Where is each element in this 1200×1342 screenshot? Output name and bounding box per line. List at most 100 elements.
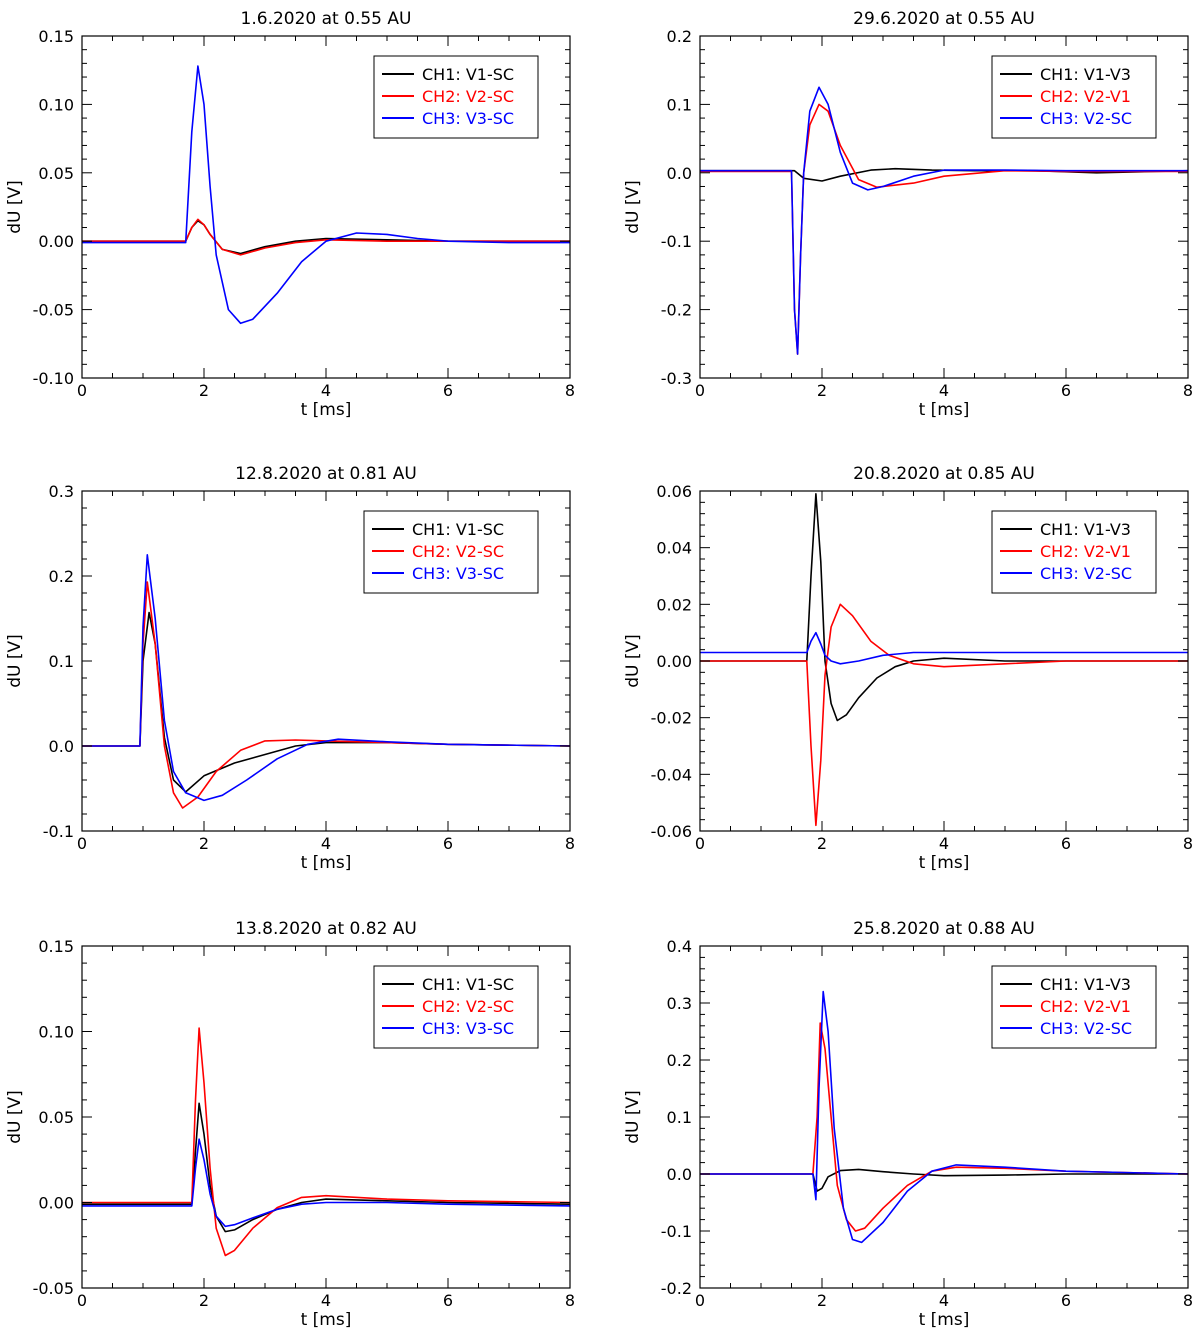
- x-tick-label: 2: [199, 834, 209, 853]
- legend: CH1: V1-SC CH2: V2-SC CH3: V3-SC: [373, 55, 539, 139]
- y-tick-label: -0.10: [33, 369, 74, 388]
- y-axis-label: dU [V]: [623, 180, 643, 234]
- series-line-ch1: [700, 1168, 1188, 1192]
- chart-panel-4: 20.8.2020 at 0.85 AU 0 2 4 6 8 -0.06 -0.04 -0.02…: [623, 464, 1193, 873]
- x-tick-label: 2: [817, 834, 827, 853]
- y-tick-label: 0.1: [667, 1108, 692, 1127]
- y-tick-label: 0.2: [667, 27, 692, 46]
- legend: CH1: V1-V3 CH2: V2-V1 CH3: V2-SC: [991, 510, 1157, 594]
- legend-label-ch1: CH1: V1-SC: [422, 65, 514, 84]
- y-tick-label: 0.00: [656, 652, 692, 671]
- y-tick-label: 0.1: [49, 652, 74, 671]
- x-tick-label: 4: [939, 1291, 949, 1310]
- x-tick-label: 0: [695, 834, 705, 853]
- x-axis-label: t [ms]: [301, 853, 352, 873]
- series-line-ch3: [82, 553, 570, 802]
- series-line-ch3: [700, 86, 1188, 355]
- legend: CH1: V1-V3 CH2: V2-V1 CH3: V2-SC: [991, 55, 1157, 139]
- x-tick-label: 4: [321, 834, 331, 853]
- chart-panel-5: 13.8.2020 at 0.82 AU 0 2 4 6 8 -0.05 0.00 0.05 0.…: [5, 919, 575, 1330]
- x-tick-label: 8: [1183, 1291, 1193, 1310]
- series-line-ch3: [82, 65, 570, 325]
- chart-title: 12.8.2020 at 0.81 AU: [235, 464, 417, 484]
- plot-frame: [699, 490, 1189, 832]
- y-axis-label: dU [V]: [5, 180, 25, 234]
- x-tick-label: 8: [565, 1291, 575, 1310]
- y-tick-label: -0.1: [661, 1222, 692, 1241]
- x-tick-label: 8: [565, 381, 575, 400]
- legend-label-ch2: CH2: V2-V1: [1040, 997, 1131, 1016]
- y-tick-label: 0.00: [38, 232, 74, 251]
- series-line-ch2: [700, 103, 1188, 355]
- x-tick-label: 8: [1183, 381, 1193, 400]
- y-tick-label: 0.15: [38, 27, 74, 46]
- legend-label-ch2: CH2: V2-V1: [1040, 542, 1131, 561]
- series-line-ch2: [82, 1027, 570, 1257]
- y-tick-label: 0.0: [667, 1165, 692, 1184]
- x-tick-label: 4: [321, 381, 331, 400]
- x-tick-label: 6: [443, 381, 453, 400]
- y-tick-label: -0.1: [661, 232, 692, 251]
- y-tick-label: 0.1: [667, 95, 692, 114]
- series-line-ch2: [700, 1022, 1188, 1232]
- y-tick-label: 0.4: [667, 937, 692, 956]
- chart-title: 25.8.2020 at 0.88 AU: [853, 919, 1035, 939]
- x-tick-label: 6: [443, 834, 453, 853]
- chart-panel-3: 12.8.2020 at 0.81 AU 0 2 4 6 8 -0.1 0.0 0.1 0.2 0.…: [5, 464, 575, 873]
- legend-label-ch2: CH2: V2-V1: [1040, 87, 1131, 106]
- series-line-ch1: [700, 492, 1188, 722]
- legend-label-ch3: CH3: V3-SC: [422, 109, 514, 128]
- y-tick-label: 0.10: [38, 1023, 74, 1042]
- series-line-ch1: [82, 1102, 570, 1233]
- x-tick-label: 0: [77, 834, 87, 853]
- legend-label-ch3: CH3: V2-SC: [1040, 109, 1132, 128]
- plot-frame: [81, 945, 571, 1289]
- x-tick-label: 8: [1183, 834, 1193, 853]
- series-line-ch3: [700, 631, 1188, 665]
- legend-label-ch2: CH2: V2-SC: [422, 87, 514, 106]
- y-tick-label: 0.00: [38, 1194, 74, 1213]
- y-tick-label: -0.05: [33, 301, 74, 320]
- y-tick-label: -0.05: [33, 1279, 74, 1298]
- y-tick-label: -0.2: [661, 301, 692, 320]
- legend-label-ch3: CH3: V3-SC: [422, 1019, 514, 1038]
- series-line-ch1: [82, 219, 570, 255]
- series-line-ch3: [700, 990, 1188, 1244]
- series-line-ch2: [82, 218, 570, 256]
- y-tick-label: 0.06: [656, 482, 692, 501]
- y-tick-label: -0.06: [651, 822, 692, 841]
- y-axis-label: dU [V]: [623, 634, 643, 688]
- y-tick-label: 0.3: [667, 994, 692, 1013]
- x-tick-label: 6: [1061, 381, 1071, 400]
- x-tick-label: 0: [695, 381, 705, 400]
- x-tick-label: 4: [321, 1291, 331, 1310]
- x-axis-label: t [ms]: [919, 1310, 970, 1330]
- y-tick-label: -0.02: [651, 709, 692, 728]
- y-tick-label: 0.10: [38, 95, 74, 114]
- chart-title: 13.8.2020 at 0.82 AU: [235, 919, 417, 939]
- y-tick-label: -0.04: [651, 765, 692, 784]
- y-tick-label: 0.02: [656, 595, 692, 614]
- series-line-ch2: [82, 581, 570, 809]
- legend-label-ch1: CH1: V1-V3: [1040, 975, 1131, 994]
- x-axis-label: t [ms]: [919, 400, 970, 420]
- plot-frame: [699, 945, 1189, 1289]
- x-axis-label: t [ms]: [301, 400, 352, 420]
- y-tick-label: 0.15: [38, 937, 74, 956]
- plot-frame: [81, 35, 571, 379]
- y-tick-label: 0.0: [667, 164, 692, 183]
- legend: CH1: V1-SC CH2: V2-SC CH3: V3-SC: [373, 965, 539, 1049]
- chart-panel-6: 25.8.2020 at 0.88 AU 0 2 4 6 8 -0.2 -0.1 0.0 0.1 0…: [623, 919, 1193, 1330]
- chart-panel-1: 1.6.2020 at 0.55 AU 0 2 4 6 8 -0.10 -0.05 0.00 0.…: [5, 9, 575, 420]
- chart-title: 20.8.2020 at 0.85 AU: [853, 464, 1035, 484]
- series-line-ch2: [700, 603, 1188, 827]
- x-tick-label: 6: [1061, 1291, 1071, 1310]
- legend-label-ch1: CH1: V1-V3: [1040, 65, 1131, 84]
- x-tick-label: 2: [199, 381, 209, 400]
- y-tick-label: 0.2: [49, 567, 74, 586]
- x-tick-label: 8: [565, 834, 575, 853]
- x-tick-label: 2: [199, 1291, 209, 1310]
- legend-label-ch3: CH3: V2-SC: [1040, 1019, 1132, 1038]
- y-tick-label: 0.3: [49, 482, 74, 501]
